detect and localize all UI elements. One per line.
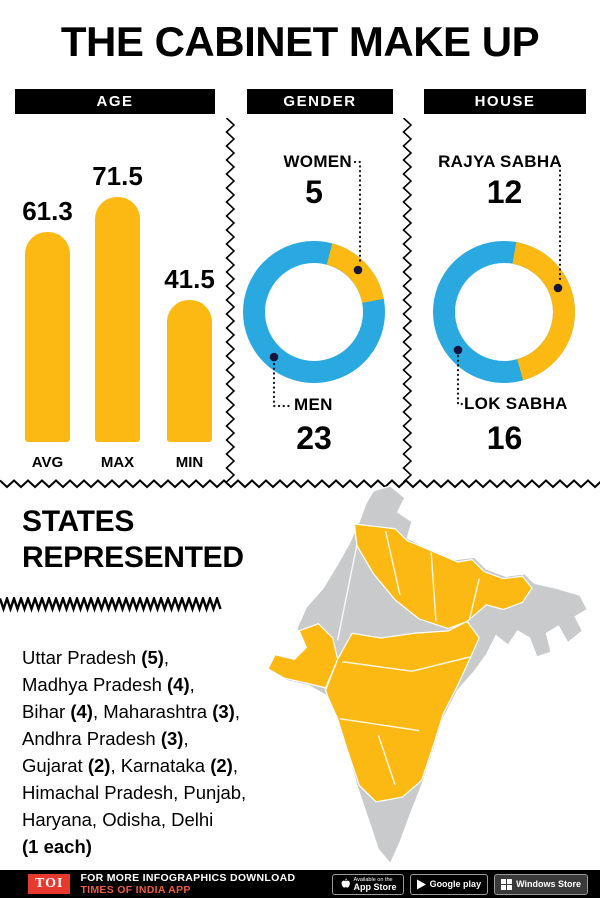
bar-label: AVG [31, 454, 64, 471]
map-highlight-gujarat [267, 623, 339, 689]
footer-text-plain: FOR MORE INFOGRAPHICS DOWNLOAD [80, 872, 296, 884]
rajya-sabha-marker-dot [553, 283, 563, 293]
rajya-sabha-ring-segment [433, 241, 575, 383]
section-header-house: HOUSE [424, 89, 586, 114]
women-value: 5 [305, 174, 323, 210]
rajya-sabha-value: 12 [486, 174, 523, 210]
badge-label: Google play [429, 878, 482, 889]
men-marker-dot [269, 352, 279, 362]
men-leader-line [272, 362, 292, 408]
page-title: THE CABINET MAKE UP [60, 18, 540, 65]
map-highlight-north [353, 523, 533, 630]
apple-icon [341, 878, 350, 888]
lok-sabha-label: LOK SABHA [464, 394, 568, 413]
map-highlight-central-south [324, 620, 480, 803]
age-bar-min [167, 300, 212, 442]
bar-label: MAX [100, 454, 135, 471]
women-leader-line [353, 160, 362, 266]
states-heading: STATES REPRESENTED [22, 505, 244, 574]
men-label: MEN [294, 395, 333, 414]
lok-sabha-marker-dot [453, 345, 463, 355]
age-bar-max [95, 197, 140, 442]
divider-vertical-left [225, 118, 236, 482]
age-bar-avg [25, 232, 70, 442]
windows-icon [501, 878, 513, 890]
house-donut-chart [433, 164, 575, 406]
bar-value: 71.5 [92, 161, 143, 191]
section-header-age: AGE [15, 89, 215, 114]
store-badges: Available on the App Store Google play [331, 873, 588, 895]
bar-label: MIN [175, 454, 204, 471]
bar-value: 41.5 [164, 264, 215, 294]
footer-bar: TOI FOR MORE INFOGRAPHICS DOWNLOAD TIMES… [0, 870, 600, 898]
state-border-lines [336, 530, 480, 786]
footer-text: FOR MORE INFOGRAPHICS DOWNLOAD TIMES OF … [80, 872, 331, 896]
app-store-badge[interactable]: Available on the App Store [331, 873, 404, 895]
age-bar-chart: 61.3 AVG 71.5 MAX 41.5 MIN [15, 140, 217, 485]
men-value: 23 [296, 420, 332, 456]
badge-label: Windows Store [516, 878, 581, 889]
toi-logo: TOI [28, 874, 71, 894]
women-marker-dot [353, 265, 363, 275]
google-play-icon [416, 879, 426, 889]
divider-horizontal [0, 479, 600, 489]
lok-sabha-value: 16 [486, 420, 523, 456]
section-header-gender: GENDER [247, 89, 393, 114]
gender-donut-panel: WOMEN 5 MEN 23 [234, 140, 410, 475]
women-ring-segment [243, 241, 385, 383]
badge-subtext: Available on the [353, 876, 393, 883]
states-heading-underline [0, 597, 222, 613]
men-ring-segment [243, 241, 385, 383]
lok-sabha-leader-line [456, 354, 464, 406]
gender-donut-chart [243, 160, 385, 408]
footer-text-highlight: TIMES OF INDIA APP [80, 884, 191, 896]
house-donut-panel: RAJYA SABHA 12 LOK SABHA 16 [412, 140, 596, 475]
rajya-sabha-label: RAJYA SABHA [438, 152, 562, 171]
badge-label: App Store [353, 881, 397, 892]
women-label: WOMEN [283, 152, 352, 171]
india-map [267, 486, 588, 865]
windows-store-badge[interactable]: Windows Store [494, 873, 588, 895]
bar-value: 61.3 [22, 196, 73, 226]
states-list: Uttar Pradesh (5), Madhya Pradesh (4), B… [22, 647, 247, 857]
google-play-badge[interactable]: Google play [409, 873, 489, 895]
divider-vertical-right [402, 118, 413, 482]
